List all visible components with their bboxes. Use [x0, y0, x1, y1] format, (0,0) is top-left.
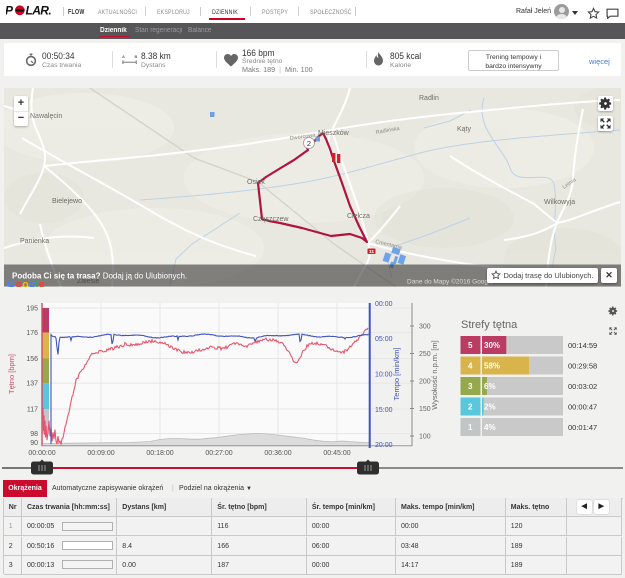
svg-text:195: 195: [26, 306, 38, 313]
svg-text:P: P: [6, 5, 14, 16]
svg-text:4: 4: [468, 362, 473, 371]
svg-text:Mieszków: Mieszków: [318, 130, 350, 137]
svg-text:90: 90: [30, 440, 38, 447]
svg-text:156: 156: [26, 356, 38, 363]
svg-text:Radlin: Radlin: [419, 95, 439, 102]
svg-text:00:09:00: 00:09:00: [87, 450, 114, 457]
svg-text:2: 2: [468, 403, 473, 412]
svg-text:Podoba Ci się ta trasa? Dodaj: Podoba Ci się ta trasa? Dodaj ją do Ulub…: [12, 272, 187, 281]
svg-text:Cielcza: Cielcza: [347, 213, 370, 220]
svg-text:15:00: 15:00: [375, 407, 393, 414]
svg-text:250: 250: [419, 351, 431, 358]
svg-text:00:00: 00:00: [375, 301, 393, 308]
svg-text:Dane do Mapy ©2016 Google: Dane do Mapy ©2016 Google: [407, 278, 493, 286]
svg-text:Dworcowa: Dworcowa: [289, 132, 316, 142]
svg-text:Google: Google: [7, 279, 45, 287]
svg-text:A: A: [122, 54, 125, 59]
svg-text:00:03:02: 00:03:02: [568, 382, 597, 391]
svg-text:Wysokość n.p.m. [m]: Wysokość n.p.m. [m]: [430, 340, 439, 410]
svg-text:Radlińska: Radlińska: [375, 126, 401, 136]
svg-text:00:00:00: 00:00:00: [28, 450, 55, 457]
svg-text:Letnia: Letnia: [562, 177, 578, 191]
svg-text:20:00: 20:00: [375, 442, 393, 449]
svg-text:05:00: 05:00: [375, 336, 393, 343]
svg-text:4%: 4%: [484, 423, 496, 432]
svg-text:30%: 30%: [484, 341, 500, 350]
svg-text:Tempo [min/km]: Tempo [min/km]: [392, 348, 401, 401]
svg-text:Nawalęcin: Nawalęcin: [30, 113, 62, 120]
svg-text:00:01:47: 00:01:47: [568, 423, 597, 432]
svg-text:Cząszczew: Cząszczew: [253, 216, 289, 223]
svg-text:176: 176: [26, 330, 38, 337]
svg-text:Bielejewo: Bielejewo: [52, 198, 82, 205]
svg-text:6%: 6%: [484, 382, 496, 391]
svg-text:100: 100: [419, 434, 431, 441]
svg-text:150: 150: [419, 406, 431, 413]
svg-text:Tętno [bpm]: Tętno [bpm]: [7, 354, 16, 394]
svg-text:200: 200: [419, 379, 431, 386]
svg-text:58%: 58%: [484, 362, 500, 371]
svg-text:117: 117: [27, 407, 38, 414]
svg-text:LAR.: LAR.: [26, 5, 52, 16]
svg-text:00:27:00: 00:27:00: [205, 450, 232, 457]
svg-text:Kąty: Kąty: [457, 126, 472, 133]
svg-text:Strefy tętna: Strefy tętna: [461, 319, 518, 331]
svg-text:3: 3: [468, 382, 473, 391]
svg-text:00:14:59: 00:14:59: [568, 341, 597, 350]
svg-text:00:45:00: 00:45:00: [323, 450, 350, 457]
svg-text:98: 98: [30, 431, 38, 438]
svg-text:5: 5: [468, 341, 473, 350]
svg-text:00:29:58: 00:29:58: [568, 362, 597, 371]
svg-text:Osiek: Osiek: [247, 179, 265, 186]
svg-text:00:00:47: 00:00:47: [568, 403, 597, 412]
svg-text:10:00: 10:00: [375, 372, 393, 379]
svg-text:Wilkowyja: Wilkowyja: [544, 199, 575, 206]
svg-text:00:36:00: 00:36:00: [264, 450, 291, 457]
svg-text:137: 137: [26, 381, 38, 388]
svg-text:B: B: [134, 54, 137, 59]
svg-text:2: 2: [307, 139, 311, 148]
svg-text:1: 1: [468, 423, 473, 432]
svg-text:300: 300: [419, 324, 431, 331]
svg-text:11: 11: [369, 249, 374, 255]
svg-text:00:18:00: 00:18:00: [146, 450, 173, 457]
svg-text:Panienka: Panienka: [20, 238, 49, 245]
svg-text:2%: 2%: [484, 403, 496, 412]
